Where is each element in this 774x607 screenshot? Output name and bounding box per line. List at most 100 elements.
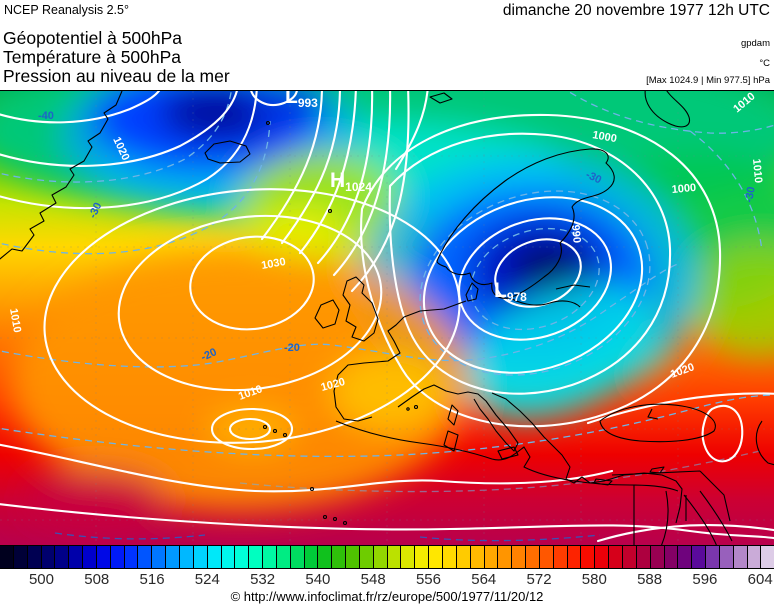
colorbar-segment: [552, 546, 567, 568]
colorbar-segment: [428, 546, 442, 568]
isobar-label: 1000: [671, 182, 696, 196]
isobar-label: 1010: [7, 307, 23, 333]
colorbar-tick: 556: [415, 571, 441, 588]
pressure-center-l: L978: [494, 279, 527, 304]
colorbar-tick: 548: [360, 571, 386, 588]
colorbar-segment: [358, 546, 373, 568]
colorbar-segment: [109, 546, 124, 568]
colorbar-segment: [137, 546, 152, 568]
colorbar-segment: [760, 546, 774, 568]
colorbar-segment: [414, 546, 429, 568]
colorbar-segment: [538, 546, 553, 568]
colorbar-segment: [677, 546, 692, 568]
isobar-label: 1010: [750, 158, 764, 183]
colorbar-segment: [82, 546, 96, 568]
colorbar-segment: [691, 546, 706, 568]
colorbar-segment: [234, 546, 249, 568]
colorbar-segment: [289, 546, 304, 568]
colorbar-segment: [206, 546, 221, 568]
colorbar-segment: [594, 546, 609, 568]
map-label-layer: 1020101010301020101010001010101010009901…: [7, 91, 764, 403]
colorbar-segment: [455, 546, 470, 568]
colorbar-tick: 572: [526, 571, 552, 588]
colorbar-tick: 516: [139, 571, 165, 588]
valid-datetime-label: dimanche 20 novembre 1977 12h UTC: [502, 2, 770, 19]
colorbar-segment: [345, 546, 359, 568]
colorbar-tick: 564: [471, 571, 497, 588]
colorbar-segment: [331, 546, 346, 568]
colorbar-tick: 604: [747, 571, 773, 588]
isobar-label: 1000: [591, 129, 617, 145]
colorbar-tick: 596: [692, 571, 718, 588]
colorbar-segment: [400, 546, 415, 568]
field-title-pressure: Pression au niveau de la mer: [3, 66, 230, 86]
colorbar-tick-labels: 500 508 516 524 532 540 548 556 564 572 580 588 596 6…: [0, 569, 774, 589]
colorbar-segment: [54, 546, 69, 568]
coastlines: [0, 91, 774, 546]
colorbar-segment: [192, 546, 207, 568]
colorbar-segment: [608, 546, 622, 568]
colorbar-segment: [497, 546, 512, 568]
colorbar-segment: [275, 546, 290, 568]
pressure-center-l: L993: [285, 91, 318, 110]
colorbar-segment: [746, 546, 761, 568]
colorbar-segment: [732, 546, 747, 568]
colorbar-segment: [151, 546, 166, 568]
colorbar-segment: [0, 546, 13, 568]
colorbar-segment: [718, 546, 733, 568]
colorbar-segment: [442, 546, 456, 568]
colorbar-segment: [511, 546, 526, 568]
isotherm-lines: [0, 91, 774, 542]
colorbar-segment: [566, 546, 581, 568]
colorbar-segment: [40, 546, 55, 568]
colorbar-segment: [26, 546, 41, 568]
isobar-label: 990: [569, 224, 583, 243]
field-title-temperature: Température à 500hPa: [3, 47, 182, 67]
colorbar-tick: 540: [305, 571, 331, 588]
geopotential-field-blobs: [0, 91, 774, 527]
colorbar-segment: [95, 546, 110, 568]
colorbar-segment: [386, 546, 401, 568]
copyright-url: © http://www.infoclimat.fr/rz/europe/500…: [230, 589, 544, 604]
colorbar-tick: 532: [250, 571, 276, 588]
colorbar-segment: [372, 546, 387, 568]
model-source-label: NCEP Reanalysis 2.5°: [4, 3, 129, 17]
colorbar-tick: 500: [28, 571, 54, 588]
colorbar-segment: [469, 546, 484, 568]
field-title-geopotential: Géopotentiel à 500hPa: [3, 28, 183, 48]
colorbar-segment: [178, 546, 193, 568]
colorbar-segment: [220, 546, 235, 568]
colorbar-segment: [68, 546, 83, 568]
isotherm-label: -30: [743, 186, 758, 204]
colorbar-segment: [248, 546, 263, 568]
pressure-center-h: H1024: [330, 169, 372, 194]
colorbar-segment: [580, 546, 595, 568]
colorbar-segment: [663, 546, 678, 568]
isotherm-label: -20: [284, 342, 300, 354]
colorbar-segment: [303, 546, 318, 568]
colorbar-tick: 588: [637, 571, 663, 588]
colorbar-segment: [649, 546, 664, 568]
colorbar-tick: 580: [581, 571, 607, 588]
colorbar-segment: [525, 546, 539, 568]
colorbar-tick: 524: [194, 571, 220, 588]
isobar-label: 1030: [260, 256, 286, 272]
weather-map: 1020 1010 1030 1020 1010 1000 1010 1010 1000 990 1…: [0, 90, 774, 546]
colorbar-segment: [635, 546, 650, 568]
colorbar-segment: [12, 546, 27, 568]
colorbar-segment: [621, 546, 636, 568]
colorbar-segment: [317, 546, 332, 568]
isotherm-label: -40: [38, 110, 54, 122]
colorbar-segment: [165, 546, 179, 568]
isobar-lines: [0, 91, 774, 543]
pressure-extrema-label: [Max 1024.9 | Min 977.5] hPa: [646, 75, 770, 86]
colorbar-segment: [705, 546, 719, 568]
colorbar-tick: 508: [84, 571, 110, 588]
colorbar-segment: [123, 546, 138, 568]
unit-label-celsius: °C: [759, 58, 770, 69]
colorbar-segment: [483, 546, 498, 568]
unit-label-gpdam: gpdam: [740, 38, 770, 49]
colorbar: [0, 545, 774, 569]
colorbar-segment: [262, 546, 276, 568]
